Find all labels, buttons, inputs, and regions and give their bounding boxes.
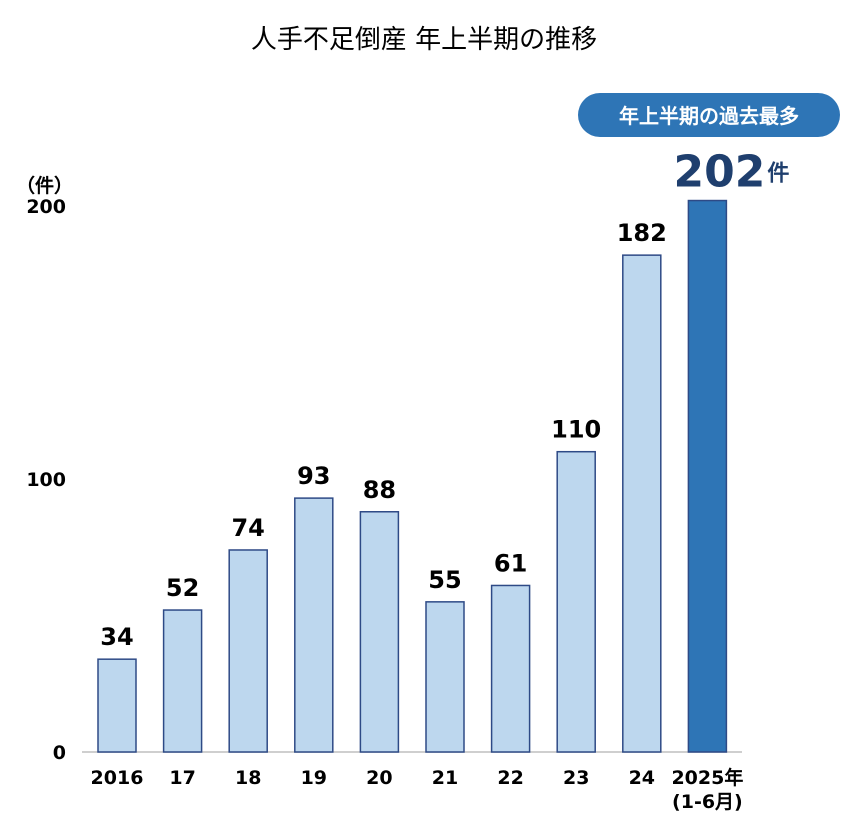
y-axis-unit-label: （件） [16, 174, 73, 197]
highlight-value-label: 202 [673, 147, 765, 198]
x-tick-label: 20 [366, 767, 392, 789]
x-tick-label: 23 [563, 767, 589, 789]
bar-highlight [687, 199, 728, 753]
bar-value-label: 34 [100, 623, 133, 651]
x-tick-label: 2016 [91, 767, 144, 789]
bar [490, 584, 531, 753]
x-tick-label: 22 [497, 767, 523, 789]
x-tick-label: 18 [235, 767, 261, 789]
bar-value-label: 55 [428, 566, 461, 594]
bar [622, 254, 662, 753]
bar [228, 549, 268, 753]
record-badge-text: 年上半期の過去最多 [619, 104, 799, 128]
y-tick-label: 200 [26, 196, 66, 218]
y-tick-label: 0 [53, 742, 66, 764]
highlight-unit-label: 件 [767, 162, 789, 187]
bar [97, 658, 137, 753]
bar [294, 497, 334, 753]
x-tick-label: 2025年 [671, 766, 743, 789]
y-tick-label: 100 [26, 469, 66, 491]
bar-value-label: 88 [363, 476, 396, 504]
x-tick-label: 17 [169, 767, 195, 789]
bar-value-label: 182 [617, 219, 667, 247]
bar-value-label: 93 [297, 462, 330, 490]
x-tick-sublabel: (1-6月) [672, 791, 743, 813]
bar-value-label: 110 [551, 416, 601, 444]
x-tick-label: 21 [432, 767, 458, 789]
bar-value-label: 74 [231, 514, 264, 542]
chart-title: 人手不足倒産 年上半期の推移 [251, 25, 597, 55]
record-badge-background [578, 93, 840, 137]
bar-value-label: 61 [494, 549, 527, 577]
bar-value-label: 52 [166, 574, 199, 602]
bar [359, 511, 400, 753]
bar [425, 601, 465, 753]
record-badge: 年上半期の過去最多 [578, 93, 840, 137]
x-tick-label: 24 [629, 767, 655, 789]
bar [556, 450, 596, 753]
x-tick-label: 19 [301, 767, 327, 789]
bar [162, 609, 203, 753]
